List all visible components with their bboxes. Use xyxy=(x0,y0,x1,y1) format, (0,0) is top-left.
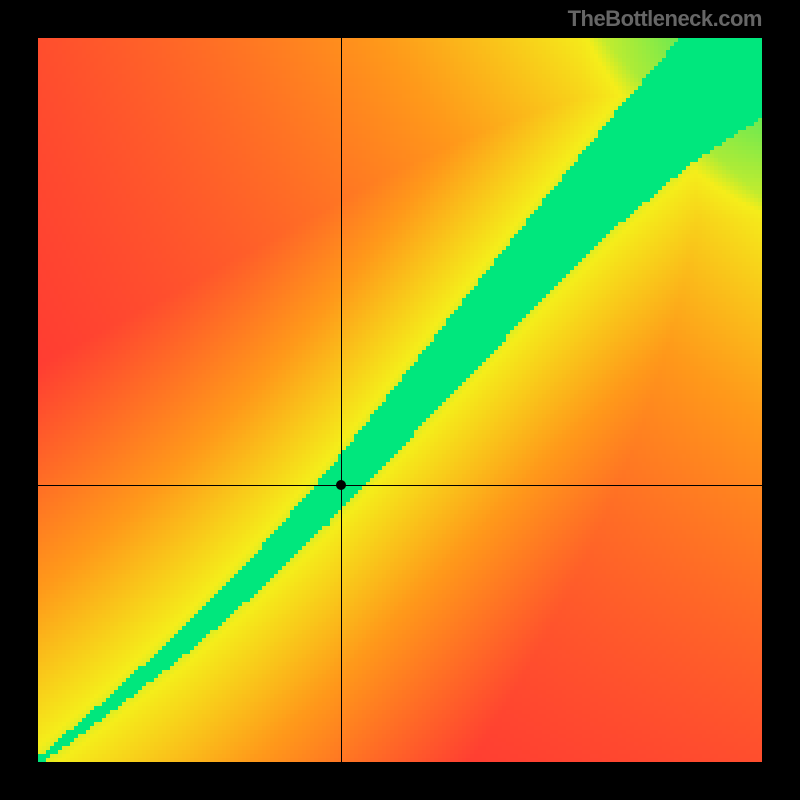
heatmap-plot xyxy=(38,38,762,762)
watermark-text: TheBottleneck.com xyxy=(568,6,762,32)
crosshair-horizontal xyxy=(38,485,762,486)
crosshair-marker xyxy=(336,480,346,490)
heatmap-canvas xyxy=(38,38,762,762)
crosshair-vertical xyxy=(341,38,342,762)
